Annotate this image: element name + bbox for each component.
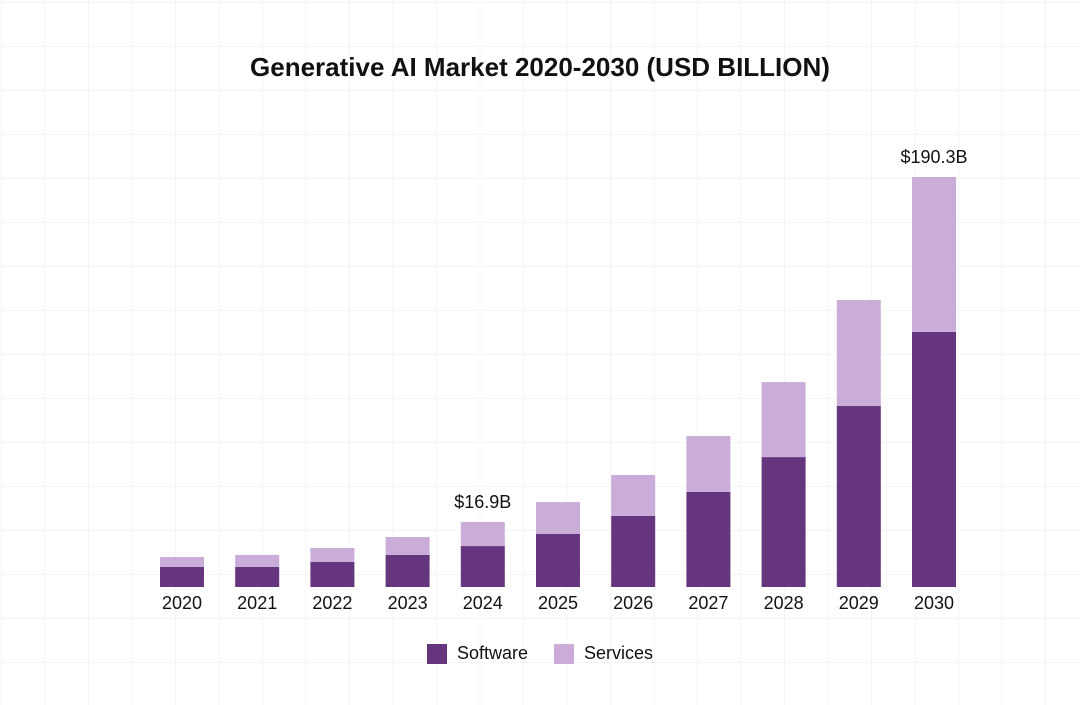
bar-services-2024	[460, 521, 505, 547]
bar-services-2030	[912, 177, 956, 332]
x-tick-label: 2023	[388, 593, 428, 613]
bar-services-2029	[836, 300, 881, 407]
bar-services-2021	[235, 554, 280, 567]
bar-software-2023	[385, 554, 430, 587]
bar-software-2020	[160, 566, 204, 587]
bar-software-2026	[611, 515, 656, 587]
bar-software-2029	[836, 406, 881, 587]
legend-swatch-software	[426, 643, 447, 664]
bar-software-2024	[460, 546, 505, 587]
bar-services-2020	[160, 557, 204, 567]
bar-services-2025	[536, 502, 580, 534]
x-tick-label: 2020	[162, 593, 202, 613]
x-tick-label: 2028	[764, 593, 804, 613]
legend-label: Software	[456, 643, 528, 663]
bar-services-2023	[385, 537, 430, 555]
bar-software-2022	[310, 562, 355, 587]
x-tick-label: 2027	[688, 593, 728, 613]
legend: Software Services	[0, 643, 1080, 664]
x-tick-label: 2029	[839, 593, 879, 613]
data-label-2030: $190.3B	[900, 147, 967, 167]
bar-services-2028	[761, 382, 806, 458]
legend-swatch-services	[554, 643, 574, 664]
x-tick-label: 2022	[312, 593, 352, 613]
legend-item-services: Services	[554, 643, 653, 664]
bar-software-2021	[235, 566, 280, 587]
x-tick-label: 2024	[463, 593, 503, 613]
x-tick-label: 2021	[237, 593, 277, 613]
bar-services-2027	[686, 435, 731, 492]
legend-label: Services	[584, 643, 654, 663]
x-tick-label: 2025	[538, 593, 578, 613]
bar-software-2025	[536, 533, 580, 587]
bar-services-2022	[310, 548, 355, 563]
x-tick-label: 2026	[613, 593, 653, 613]
bar-services-2026	[611, 474, 656, 516]
x-tick-label: 2030	[914, 593, 954, 613]
bar-software-2027	[686, 491, 731, 587]
bar-software-2028	[761, 457, 806, 587]
data-label-2024: $16.9B	[454, 492, 511, 512]
legend-item-software: Software	[426, 643, 528, 664]
chart-title: Generative AI Market 2020-2030 (USD BILL…	[250, 52, 830, 82]
bar-software-2030	[912, 331, 956, 587]
